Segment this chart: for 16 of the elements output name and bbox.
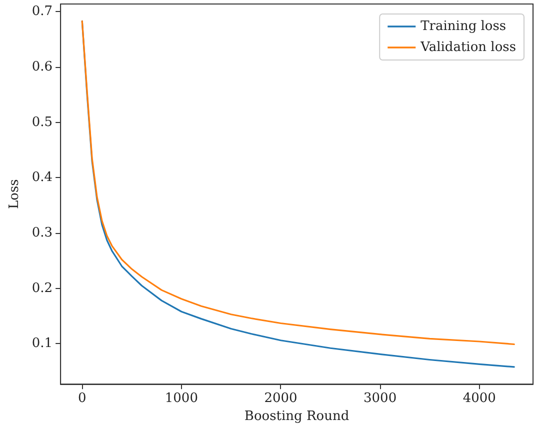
y-axis-title: Loss (7, 179, 22, 209)
y-tick-label: 0.2 (32, 280, 53, 296)
y-tick-label: 0.5 (32, 114, 53, 130)
y-tick-label: 0.3 (32, 226, 53, 241)
y-tick-label: 0.4 (32, 170, 53, 186)
x-tick-label: 3000 (364, 391, 397, 406)
x-tick-label: 0 (78, 391, 86, 406)
x-tick-label: 4000 (462, 391, 496, 406)
y-tick-label: 0.1 (32, 336, 53, 352)
x-tick-label: 1000 (164, 391, 198, 406)
x-tick-label: 2000 (264, 391, 298, 406)
y-tick-label: 0.6 (32, 60, 53, 75)
y-tick-label: 0.7 (32, 4, 53, 20)
legend-label: Training loss (420, 19, 506, 34)
legend-label: Validation loss (420, 40, 516, 55)
x-axis-title: Boosting Round (244, 409, 350, 424)
